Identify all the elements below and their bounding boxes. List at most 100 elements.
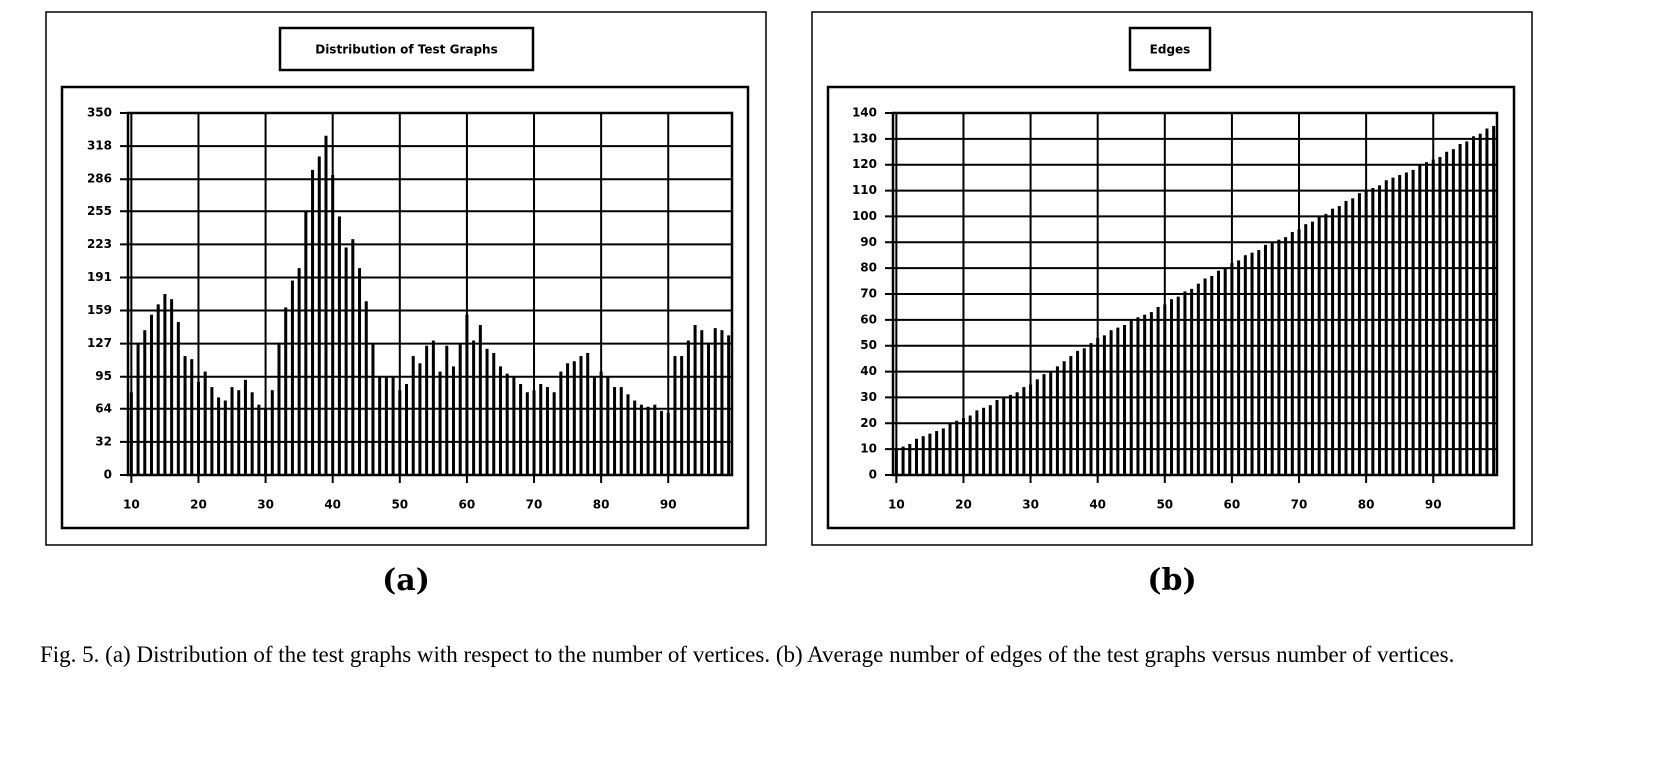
bar bbox=[465, 314, 469, 475]
bar bbox=[277, 342, 281, 475]
x-tick-label: 60 bbox=[459, 498, 476, 512]
x-tick-label: 30 bbox=[257, 498, 274, 512]
bar bbox=[1230, 262, 1234, 475]
bar bbox=[170, 299, 174, 475]
bar bbox=[1378, 185, 1382, 475]
bar bbox=[606, 376, 610, 475]
bar bbox=[136, 342, 140, 475]
figure: Distribution of Test Graphs (a) 0 32 64 95 127… bbox=[45, 11, 1533, 598]
plot-frame bbox=[60, 85, 750, 530]
bar bbox=[358, 268, 362, 475]
bar bbox=[431, 340, 435, 475]
bar bbox=[673, 356, 677, 475]
bar bbox=[1297, 229, 1301, 475]
bar bbox=[1076, 350, 1080, 475]
chart-title: Distribution of Test Graphs bbox=[315, 43, 498, 57]
chart-title: Edges bbox=[1150, 43, 1191, 57]
bar bbox=[1438, 156, 1442, 475]
bar bbox=[982, 407, 986, 475]
bar bbox=[1425, 162, 1429, 475]
bar bbox=[1357, 193, 1361, 475]
bar bbox=[935, 431, 939, 475]
y-tick-label: 10 bbox=[860, 442, 877, 456]
bar bbox=[613, 387, 617, 475]
y-tick-label: 64 bbox=[95, 401, 112, 415]
bar bbox=[948, 423, 952, 475]
bar bbox=[324, 135, 328, 476]
y-tick-label: 90 bbox=[860, 235, 877, 249]
y-tick-label: 127 bbox=[87, 336, 112, 350]
bar bbox=[1082, 348, 1086, 475]
bar bbox=[1263, 244, 1267, 475]
x-tick-label: 90 bbox=[660, 498, 677, 512]
bar bbox=[445, 345, 449, 475]
bar bbox=[1109, 330, 1113, 475]
bar bbox=[391, 376, 395, 475]
bar bbox=[519, 383, 523, 475]
y-tick-label: 255 bbox=[87, 204, 112, 218]
bar bbox=[1102, 335, 1106, 475]
x-tick-label: 60 bbox=[1224, 498, 1241, 512]
plot-area bbox=[891, 111, 1499, 477]
bar bbox=[894, 449, 898, 475]
bar bbox=[545, 387, 549, 475]
bar bbox=[337, 216, 341, 475]
bar bbox=[1049, 371, 1053, 475]
bar bbox=[176, 321, 180, 475]
plot-frame bbox=[826, 85, 1516, 530]
bar bbox=[1398, 175, 1402, 476]
y-tick-label: 318 bbox=[87, 139, 112, 153]
y-tick-label: 191 bbox=[87, 270, 112, 284]
bar bbox=[1344, 200, 1348, 475]
bar bbox=[1008, 394, 1012, 475]
bar bbox=[1223, 268, 1227, 475]
x-tick-label: 20 bbox=[955, 498, 972, 512]
bar bbox=[599, 371, 603, 475]
y-tick-label: 350 bbox=[87, 106, 112, 120]
bar bbox=[1069, 356, 1073, 475]
y-tick-label: 0 bbox=[869, 468, 877, 482]
bar bbox=[586, 352, 590, 475]
bar bbox=[1170, 299, 1174, 475]
bar bbox=[438, 371, 442, 475]
y-tick-label: 30 bbox=[860, 390, 877, 404]
bar bbox=[505, 373, 509, 475]
title-box bbox=[1128, 26, 1212, 72]
title-box bbox=[278, 26, 535, 72]
bar bbox=[1304, 224, 1308, 475]
panel-frame bbox=[45, 11, 767, 546]
bar bbox=[1149, 312, 1153, 475]
y-tick-label: 130 bbox=[852, 131, 877, 145]
bar bbox=[686, 340, 690, 475]
bar bbox=[384, 376, 388, 475]
bar bbox=[405, 383, 409, 475]
bar bbox=[1324, 213, 1328, 476]
bar bbox=[243, 379, 247, 475]
x-tick-label: 90 bbox=[1425, 498, 1442, 512]
bar bbox=[371, 343, 375, 475]
x-tick-label: 10 bbox=[888, 498, 905, 512]
bar bbox=[1384, 180, 1388, 475]
bar bbox=[633, 400, 637, 475]
bar bbox=[250, 392, 254, 475]
bar bbox=[1035, 379, 1039, 475]
panel-label: (a) bbox=[382, 563, 430, 598]
bar bbox=[478, 325, 482, 475]
bar bbox=[552, 392, 556, 475]
bar bbox=[908, 443, 912, 475]
bar bbox=[525, 392, 529, 475]
bar bbox=[1183, 291, 1187, 475]
bar bbox=[1062, 361, 1066, 475]
y-tick-label: 100 bbox=[852, 209, 877, 223]
bar bbox=[1337, 206, 1341, 476]
bar bbox=[1243, 255, 1247, 475]
bar bbox=[720, 330, 724, 475]
bar bbox=[713, 328, 717, 475]
bar bbox=[1123, 325, 1127, 475]
bar bbox=[458, 343, 462, 475]
bar bbox=[1270, 242, 1274, 475]
bar bbox=[914, 438, 918, 475]
bar bbox=[418, 363, 422, 475]
bar bbox=[156, 304, 160, 475]
bar bbox=[1418, 164, 1422, 475]
